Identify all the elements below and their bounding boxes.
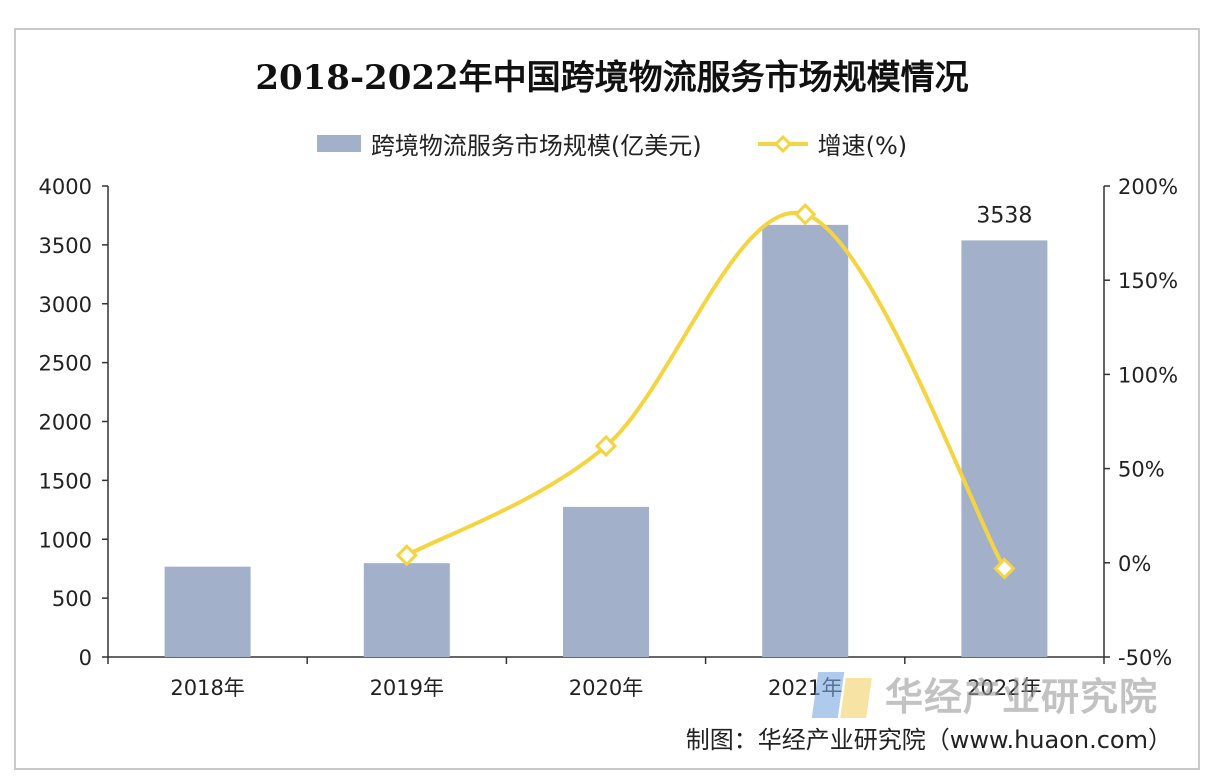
legend-bar-label: 跨境物流服务市场规模(亿美元) [370, 132, 702, 160]
x-category-label: 2019年 [370, 676, 444, 700]
growth-line [405, 210, 1007, 570]
watermark-logo-icon [811, 668, 877, 720]
growth-point [594, 434, 618, 458]
bar [164, 566, 251, 657]
chart-title: 2018-2022年中国跨境物流服务市场规模情况 [255, 58, 969, 98]
right-tick-label: -50% [1118, 646, 1172, 670]
left-tick-label: 2000 [39, 411, 92, 435]
bar-data-label: 3538 [976, 203, 1032, 228]
x-category-label: 2018年 [170, 676, 244, 700]
right-tick-label: 150% [1118, 269, 1178, 293]
growth-point [395, 544, 418, 567]
left-tick-label: 3500 [39, 234, 92, 258]
x-category-label: 2020年 [569, 676, 643, 700]
bar [762, 224, 849, 658]
right-tick-label: 200% [1118, 175, 1178, 199]
watermark-text: 华经产业研究院 [885, 675, 1159, 719]
legend-item-line: 增速(%) [757, 126, 908, 161]
legend-line-swatch [757, 134, 808, 153]
bar [363, 563, 450, 657]
legend-line-label: 增速(%) [817, 132, 908, 160]
left-tick-label: 1000 [39, 528, 92, 552]
right-tick-label: 50% [1118, 458, 1165, 482]
left-tick-label: 1500 [39, 469, 92, 493]
chart-legend: 跨境物流服务市场规模(亿美元) 增速(%) [0, 126, 1224, 161]
bar [563, 506, 649, 657]
left-tick-label: 3000 [39, 293, 92, 317]
x-category-label: 2022年 [967, 676, 1041, 700]
right-tick-label: 100% [1118, 363, 1178, 387]
right-tick-label: 0% [1118, 552, 1151, 576]
legend-item-bar: 跨境物流服务市场规模(亿美元) [316, 126, 702, 161]
legend-bar-swatch [316, 135, 361, 152]
left-tick-label: 4000 [39, 175, 92, 199]
source-note: 制图：华经产业研究院（www.huaon.com） [685, 726, 1172, 754]
watermark: 华经产业研究院 [811, 666, 1159, 721]
left-tick-label: 2500 [39, 352, 92, 376]
growth-point [993, 557, 1016, 580]
left-tick-label: 500 [52, 587, 92, 611]
bar [961, 240, 1048, 657]
left-tick-label: 0 [79, 646, 92, 670]
growth-point [794, 203, 817, 226]
